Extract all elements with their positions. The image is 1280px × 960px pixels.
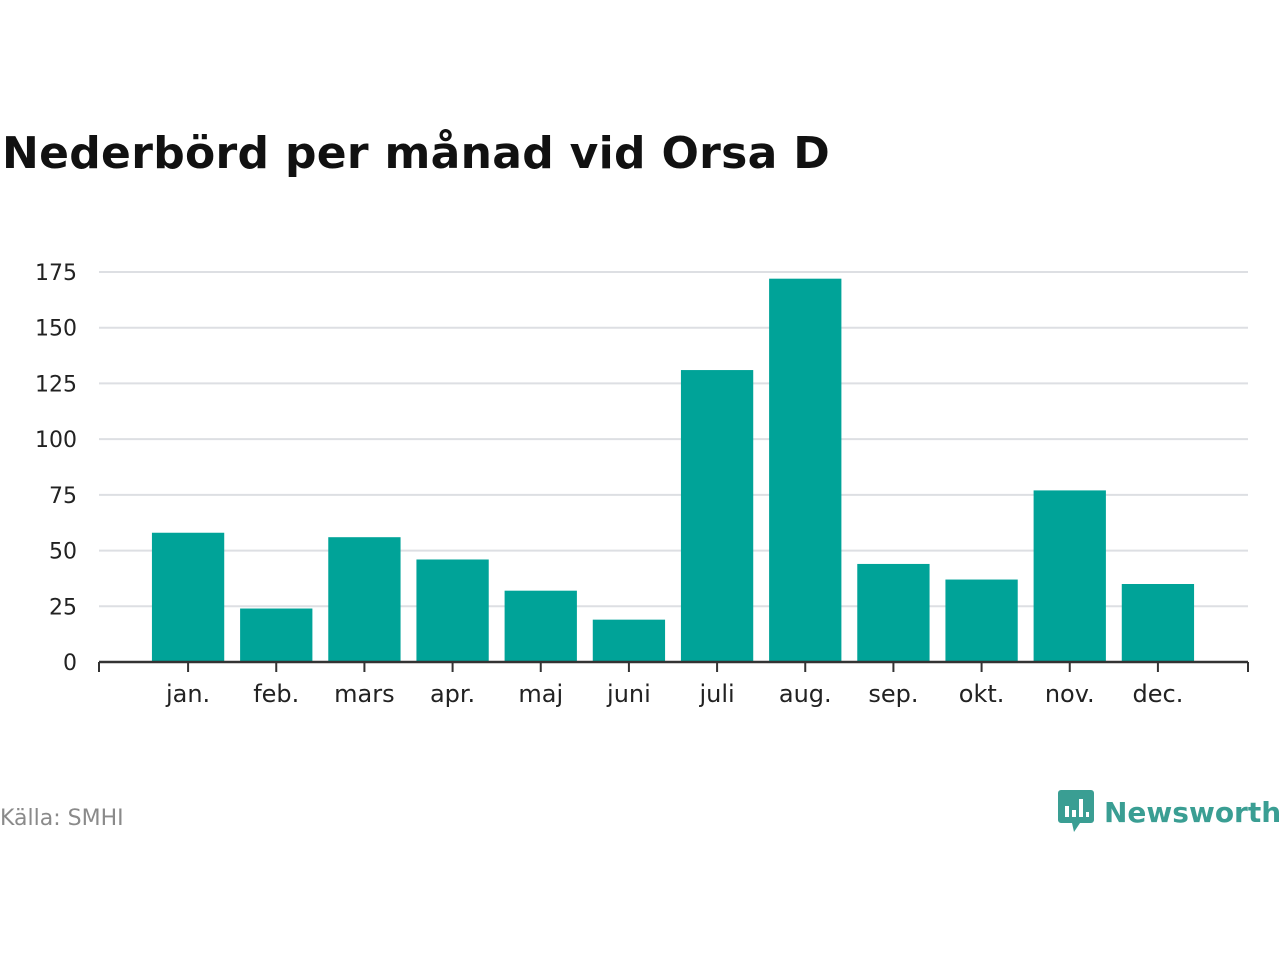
bar	[240, 608, 313, 662]
y-tick-label: 150	[35, 317, 77, 342]
x-tick-label: juli	[698, 680, 734, 708]
x-tick-label: dec.	[1133, 680, 1184, 708]
x-tick-label: jan.	[165, 680, 210, 708]
x-tick-label: mars	[334, 680, 394, 708]
y-tick-label: 125	[35, 372, 77, 397]
y-tick-label: 0	[63, 651, 77, 676]
x-tick-label: aug.	[779, 680, 832, 708]
gridlines	[99, 271, 1248, 608]
bar	[416, 559, 489, 662]
tick-labels: 0 25 50 75 100 125 150 175 jan. feb. mars apr. maj ju…	[35, 261, 1183, 708]
x-tick-label: sep.	[868, 680, 918, 708]
y-tick-label: 25	[49, 595, 77, 620]
bar	[504, 590, 577, 662]
bar	[857, 563, 930, 662]
source-note: Källa: SMHI	[0, 806, 124, 831]
y-tick-label: 75	[49, 484, 77, 509]
bar	[945, 579, 1018, 662]
y-tick-label: 50	[49, 540, 77, 565]
bars	[151, 278, 1195, 662]
y-tick-label: 100	[35, 428, 77, 453]
bar	[328, 537, 401, 662]
x-tick-label: feb.	[253, 680, 299, 708]
axes	[98, 660, 1249, 672]
brand-logo[interactable]: Newsworthy	[1058, 790, 1280, 834]
bar	[592, 619, 666, 662]
speech-bubble-bar-chart-icon	[1058, 790, 1094, 832]
bar	[1121, 584, 1195, 662]
x-tick-label: juni	[606, 680, 651, 708]
x-tick-label: okt.	[959, 680, 1005, 708]
x-tick-label: nov.	[1045, 680, 1095, 708]
brand-name: Newsworthy	[1104, 795, 1280, 829]
y-tick-label: 175	[35, 261, 77, 286]
x-tick-label: maj	[518, 680, 563, 708]
bar	[1033, 490, 1106, 662]
bar	[151, 532, 225, 662]
x-tick-label: apr.	[430, 680, 475, 708]
bar	[680, 370, 754, 662]
bar	[769, 278, 842, 662]
chart-title: Nederbörd per månad vid Orsa D	[2, 128, 831, 179]
